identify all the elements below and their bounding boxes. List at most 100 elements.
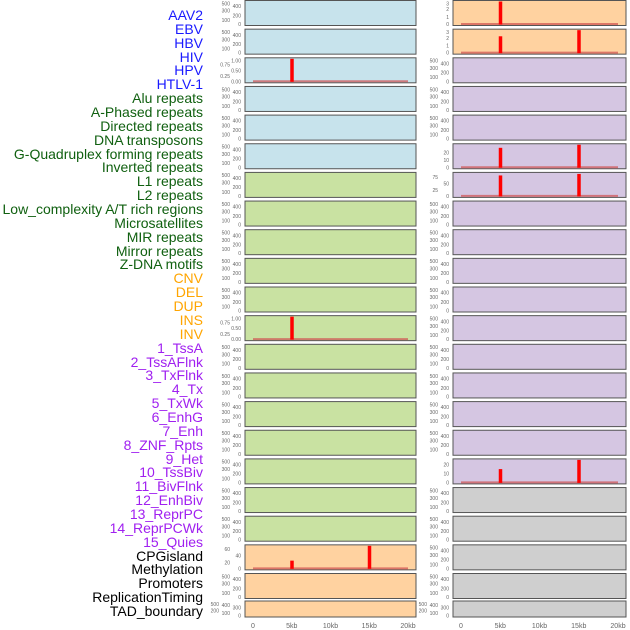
y-tick-label: 500 <box>222 116 231 122</box>
y-tick-label: 400 <box>441 548 450 554</box>
track-panel <box>452 487 627 514</box>
data-bar <box>498 469 503 483</box>
track-label: EBV <box>174 20 203 37</box>
x-tick-label: 10kb <box>532 623 547 630</box>
y-tick-label: 0 <box>446 165 449 171</box>
y-tick-label: 0 <box>238 614 241 620</box>
track-panel <box>452 0 627 26</box>
y-tick-label: 200 <box>441 328 450 334</box>
y-tick-label: 0 <box>446 251 449 257</box>
y-tick-label: 0.50 <box>231 68 241 74</box>
y-tick-label: 0 <box>238 566 241 572</box>
track-label: 4_Tx <box>171 381 203 398</box>
track-panel <box>452 114 627 141</box>
track-label: Inverted repeats <box>101 159 203 176</box>
data-bar <box>290 58 294 82</box>
track-panel <box>244 372 417 399</box>
y-tick-label: 400 <box>233 463 242 469</box>
y-tick-label: 0 <box>238 108 241 114</box>
y-tick-label: 300 <box>430 496 439 502</box>
y-tick-label: 300 <box>222 37 231 43</box>
track-label: Mirror repeats <box>115 242 203 259</box>
y-tick-label: 300 <box>430 381 439 387</box>
track-label: DNA transposons <box>94 131 203 148</box>
y-tick-label: 500 <box>211 602 220 608</box>
y-tick-label: 100 <box>430 75 439 81</box>
y-tick-label: 400 <box>233 577 242 583</box>
y-tick-label: 500 <box>222 231 231 237</box>
y-tick-label: 200 <box>233 357 242 363</box>
y-tick-label: 200 <box>419 608 428 614</box>
x-tick-label: 0 <box>251 623 255 630</box>
track-panel <box>244 401 417 428</box>
y-tick-label: 100 <box>222 419 231 425</box>
y-tick-label: 500 <box>419 602 428 608</box>
track-panel <box>452 429 627 456</box>
y-tick-label: 300 <box>222 123 231 129</box>
track-panel <box>244 286 417 313</box>
y-tick-label: 0 <box>446 566 449 572</box>
track-panel <box>452 85 627 112</box>
y-tick-label: 200 <box>233 271 242 277</box>
y-tick-label: 100 <box>430 362 439 368</box>
y-tick-label: 500 <box>222 202 231 208</box>
y-tick-label: 300 <box>222 496 231 502</box>
y-tick-label: 500 <box>222 574 231 580</box>
y-tick-label: 0 <box>446 108 449 114</box>
y-tick-label: 100 <box>222 611 231 617</box>
y-tick-label: 20 <box>224 560 230 566</box>
track-label: 1_TssA <box>157 339 203 356</box>
y-tick-label: 300 <box>430 95 439 101</box>
data-bar <box>577 459 581 483</box>
y-tick-label: 75 <box>432 175 438 181</box>
track-label: Methylation <box>131 561 203 578</box>
y-tick-label: 500 <box>430 574 439 580</box>
y-tick-label: 100 <box>430 304 439 310</box>
y-tick-label: 200 <box>441 214 450 220</box>
y-tick-label: 400 <box>233 405 242 411</box>
y-tick-label: 1 <box>446 43 449 49</box>
y-tick-label: 400 <box>233 176 242 182</box>
y-tick-label: 500 <box>430 231 439 237</box>
y-tick-label: 200 <box>233 185 242 191</box>
track-label: L1 repeats <box>136 173 203 190</box>
track-panel <box>244 573 417 599</box>
data-bar <box>498 1 503 25</box>
y-tick-label: 500 <box>222 87 231 93</box>
track-label: L2 repeats <box>136 187 203 204</box>
y-tick-label: 3 <box>446 1 449 7</box>
y-tick-label: 0 <box>238 366 241 372</box>
y-tick-label: 400 <box>233 520 242 526</box>
track-label: DUP <box>173 298 203 315</box>
y-tick-label: 500 <box>222 460 231 466</box>
track-panel <box>244 57 417 84</box>
y-tick-label: 400 <box>441 520 450 526</box>
y-tick-label: 100 <box>222 448 231 454</box>
track-panel <box>244 458 417 485</box>
y-tick-label: 300 <box>430 267 439 273</box>
track-panel <box>452 286 627 313</box>
y-tick-label: 0 <box>446 194 449 200</box>
y-tick-label: 300 <box>222 410 231 416</box>
y-tick-label: 100 <box>222 362 231 368</box>
y-tick-label: 300 <box>430 553 439 559</box>
y-tick-label: 0.75 <box>220 63 230 69</box>
y-tick-label: 200 <box>233 99 242 105</box>
y-tick-label: 300 <box>222 524 231 530</box>
y-tick-label: 500 <box>222 517 231 523</box>
y-tick-label: 100 <box>222 104 231 110</box>
track-label: HPV <box>174 62 203 79</box>
track-label: 2_TssAFlnk <box>130 353 203 370</box>
y-tick-label: 400 <box>233 33 242 39</box>
y-tick-label: 200 <box>441 558 450 564</box>
y-tick-label: 100 <box>222 476 231 482</box>
track-panel <box>452 544 627 571</box>
track-panel <box>244 171 417 198</box>
y-tick-label: 200 <box>441 357 450 363</box>
track-panel <box>452 143 627 170</box>
track-panel <box>244 28 417 55</box>
track-label: 15_Quies <box>143 533 203 550</box>
track-label: 7_Enh <box>162 422 203 439</box>
y-tick-label: 300 <box>430 238 439 244</box>
track-panel <box>452 600 627 618</box>
